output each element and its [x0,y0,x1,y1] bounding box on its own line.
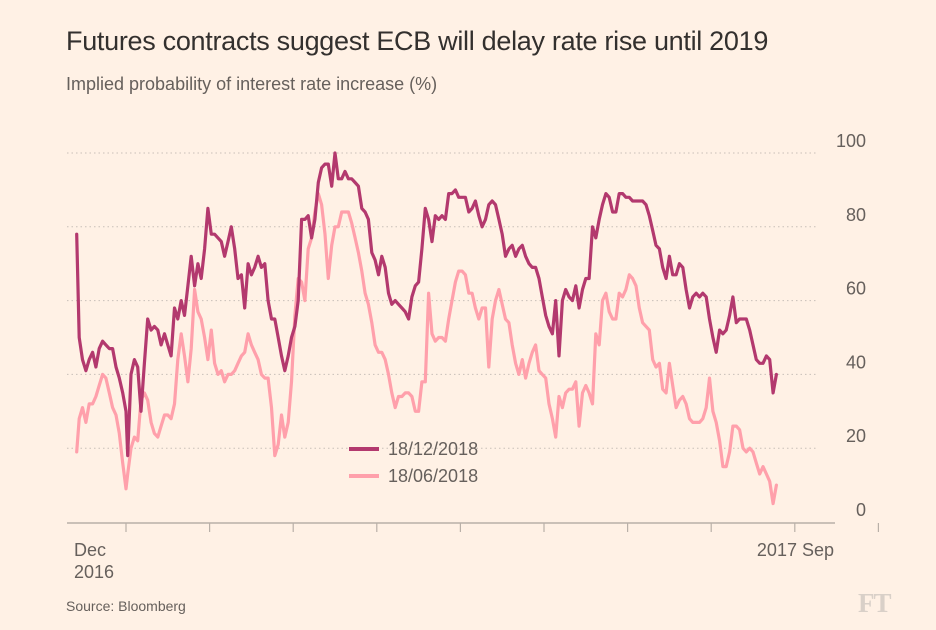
y-tick-label: 60 [846,279,866,299]
legend-label-jun: 18/06/2018 [388,466,478,486]
series-line-jun-2018 [75,192,778,506]
y-tick-label: 0 [856,500,866,520]
chart-subtitle: Implied probability of interest rate inc… [66,74,438,94]
y-axis: 0 20 40 60 80 100 [836,131,866,520]
series-lines [75,151,778,506]
source-note: Source: Bloomberg [66,598,186,614]
y-tick-label: 20 [846,426,866,446]
legend: 18/12/2018 18/06/2018 [349,439,478,486]
x-tick-label: Dec [74,540,106,560]
ft-logo: FT [858,588,892,618]
legend-label-dec: 18/12/2018 [388,439,478,459]
x-tick-label: 2016 [74,562,114,582]
y-tick-label: 80 [846,205,866,225]
x-tick-label: 2017 Sep [757,540,834,560]
chart-title: Futures contracts suggest ECB will delay… [66,26,769,56]
series-line-dec-2018 [75,151,778,458]
y-tick-label: 100 [836,131,866,151]
y-tick-label: 40 [846,352,866,372]
